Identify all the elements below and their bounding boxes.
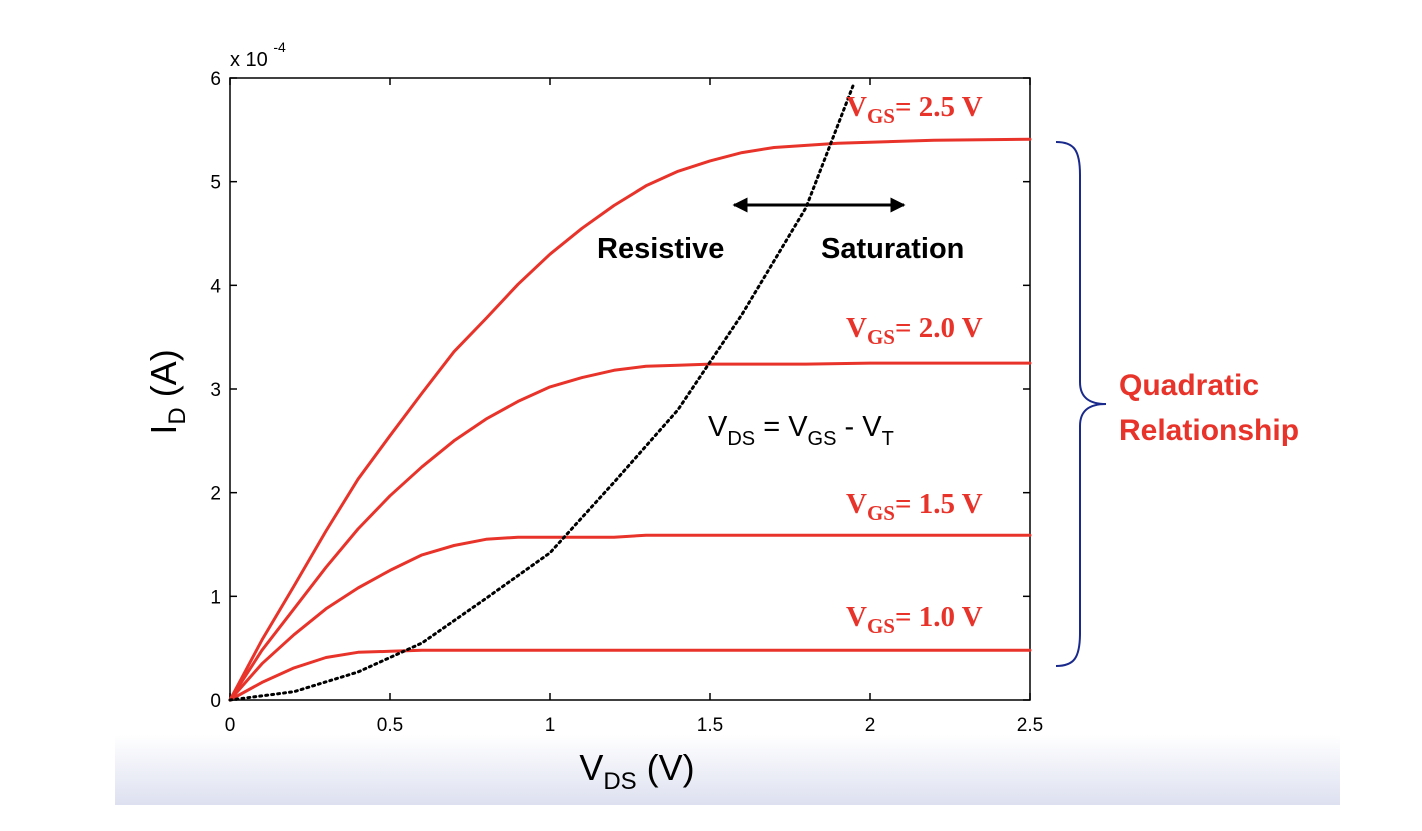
- bottom-band: [115, 735, 1340, 805]
- legend-vgs-1-0: VGS= 1.0 V: [846, 601, 983, 638]
- x-axis-title: VDS (V): [579, 747, 694, 795]
- y-tick-label: 6: [210, 69, 221, 90]
- x-axis-title-rest: (V): [637, 747, 695, 788]
- boundary-label-s2: GS: [808, 428, 837, 450]
- legend-vgs-2-5-main: V: [846, 91, 867, 123]
- series-line-vgs-2-5: [228, 137, 1032, 702]
- boundary-label-mid: = V: [755, 411, 808, 443]
- x-tick-label: 0.5: [377, 715, 403, 736]
- boundary-label-s3: T: [882, 428, 894, 450]
- legend-vgs-2-5-rest: = 2.5 V: [895, 91, 983, 123]
- curve-labels: VGS= 2.5 V VGS= 2.0 V VGS= 1.5 V VGS= 1.…: [846, 91, 983, 638]
- legend-vgs-1-5-sub: GS: [867, 501, 895, 525]
- x-tick-label: 1.5: [697, 715, 723, 736]
- x-tick-label: 1: [545, 715, 556, 736]
- y-tick-label: 1: [210, 587, 221, 608]
- legend-vgs-1-0-sub: GS: [867, 614, 895, 638]
- plot-area: [229, 77, 1031, 701]
- x-axis-title-sub: DS: [603, 768, 636, 795]
- legend-vgs-1-0-rest: = 1.0 V: [895, 601, 983, 633]
- x-tick-label: 2: [865, 715, 876, 736]
- y-multiplier-exponent: -4: [273, 39, 286, 55]
- quadratic-label-line1: Quadratic: [1119, 369, 1259, 402]
- y-tick-label: 5: [210, 173, 221, 194]
- x-axis-title-main: V: [579, 747, 603, 788]
- legend-vgs-1-0-main: V: [846, 601, 867, 633]
- y-axis-title-sub: D: [164, 407, 191, 424]
- legend-vgs-1-5-rest: = 1.5 V: [895, 488, 983, 520]
- curves: [228, 81, 1032, 702]
- curly-brace: [1055, 141, 1107, 667]
- y-axis-title: ID (A): [143, 349, 191, 434]
- x-tick-label: 2.5: [1017, 715, 1043, 736]
- boundary-label: VDS = VGS - VT: [708, 411, 894, 450]
- quadratic-label-line2: Relationship: [1119, 414, 1299, 447]
- x-tick-label: 0: [225, 715, 236, 736]
- y-tick-label: 3: [210, 380, 221, 401]
- y-axis-ticks: 0 1 2 3 4 5 6: [210, 69, 1030, 712]
- y-axis-title-rest: (A): [143, 349, 184, 407]
- y-tick-label: 2: [210, 484, 221, 505]
- y-multiplier-base: x 10: [230, 49, 268, 71]
- y-axis-title-main: I: [143, 425, 184, 435]
- legend-vgs-2-5: VGS= 2.5 V: [846, 91, 983, 128]
- legend-vgs-2-5-sub: GS: [867, 104, 895, 128]
- y-multiplier: x 10 -4: [230, 39, 286, 71]
- legend-vgs-2-0-rest: = 2.0 V: [895, 312, 983, 344]
- y-tick-label: 0: [210, 691, 221, 712]
- series-line-vgs-1-5: [228, 533, 1032, 702]
- x-axis-ticks: 0 0.5 1 1.5 2 2.5: [225, 78, 1043, 736]
- legend-vgs-2-0: VGS= 2.0 V: [846, 312, 983, 349]
- boundary-label-s1: DS: [727, 428, 755, 450]
- y-tick-label: 4: [210, 276, 221, 297]
- legend-vgs-2-0-sub: GS: [867, 325, 895, 349]
- legend-vgs-2-0-main: V: [846, 312, 867, 344]
- resistive-label: Resistive: [597, 233, 724, 265]
- series-line-vgs-1-0: [228, 648, 1032, 702]
- saturation-label: Saturation: [821, 233, 964, 265]
- boundary-line: [228, 81, 856, 702]
- legend-vgs-1-5: VGS= 1.5 V: [846, 488, 983, 525]
- legend-vgs-1-5-main: V: [846, 488, 867, 520]
- boundary-label-end: - V: [836, 411, 882, 443]
- boundary-label-v1: V: [708, 411, 728, 443]
